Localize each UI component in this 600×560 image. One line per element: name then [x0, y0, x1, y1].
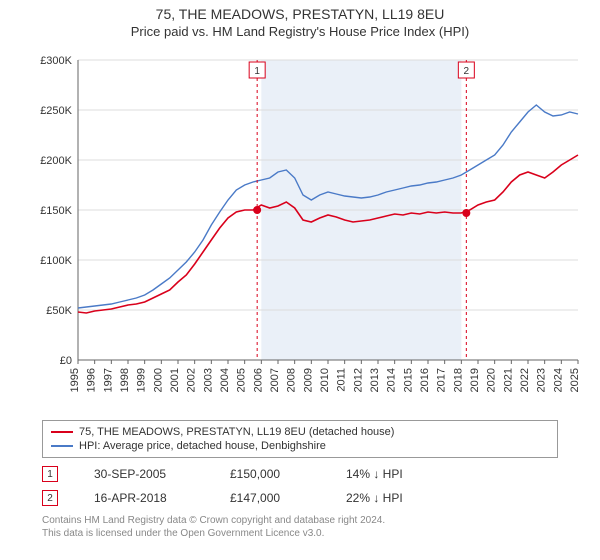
svg-text:2006: 2006	[252, 368, 264, 392]
svg-text:£250K: £250K	[40, 105, 72, 117]
svg-text:2025: 2025	[569, 368, 581, 392]
svg-text:2: 2	[464, 66, 470, 77]
svg-text:1999: 1999	[136, 368, 148, 392]
svg-text:2007: 2007	[269, 368, 281, 392]
svg-text:2005: 2005	[236, 368, 248, 392]
svg-text:1: 1	[254, 66, 260, 77]
svg-text:2018: 2018	[452, 368, 464, 392]
price-chart: £0 £50K £100K £150K £200K £250K £300K 1995 1996 1…	[30, 50, 590, 410]
svg-text:£200K: £200K	[40, 155, 72, 167]
svg-text:2023: 2023	[536, 368, 548, 392]
svg-text:2017: 2017	[436, 368, 448, 392]
svg-text:2015: 2015	[402, 368, 414, 392]
sale-date-1: 30-SEP-2005	[94, 467, 194, 481]
sale-marker-1: 1	[42, 466, 58, 482]
sale-row-2: 2 16-APR-2018 £147,000 22% ↓ HPI	[42, 486, 558, 510]
svg-text:1997: 1997	[102, 368, 114, 392]
sale-pct-2: 22% ↓ HPI	[346, 491, 446, 505]
footnote-2: This data is licensed under the Open Gov…	[42, 527, 558, 540]
svg-text:£300K: £300K	[40, 55, 72, 67]
svg-text:2002: 2002	[186, 368, 198, 392]
page-title: 75, THE MEADOWS, PRESTATYN, LL19 8EU	[0, 6, 600, 22]
legend-row-hpi: HPI: Average price, detached house, Denb…	[51, 439, 549, 453]
footnotes: Contains HM Land Registry data © Crown c…	[42, 514, 558, 540]
svg-text:2016: 2016	[419, 368, 431, 392]
svg-text:£50K: £50K	[46, 305, 72, 317]
svg-text:1996: 1996	[86, 368, 98, 392]
legend-row-property: 75, THE MEADOWS, PRESTATYN, LL19 8EU (de…	[51, 425, 549, 439]
legend-swatch-property	[51, 431, 73, 433]
sale-date-2: 16-APR-2018	[94, 491, 194, 505]
svg-text:2013: 2013	[369, 368, 381, 392]
svg-text:2019: 2019	[469, 368, 481, 392]
svg-text:2010: 2010	[319, 368, 331, 392]
svg-text:2024: 2024	[552, 368, 564, 392]
svg-text:2003: 2003	[202, 368, 214, 392]
sales-table: 1 30-SEP-2005 £150,000 14% ↓ HPI 2 16-AP…	[42, 462, 558, 510]
svg-text:2014: 2014	[386, 368, 398, 392]
svg-text:1995: 1995	[69, 368, 81, 392]
sale-row-1: 1 30-SEP-2005 £150,000 14% ↓ HPI	[42, 462, 558, 486]
svg-text:2011: 2011	[336, 368, 348, 392]
svg-text:£100K: £100K	[40, 255, 72, 267]
svg-text:2021: 2021	[502, 368, 514, 392]
sale-price-2: £147,000	[230, 491, 310, 505]
svg-text:2000: 2000	[152, 368, 164, 392]
svg-text:£0: £0	[60, 355, 72, 367]
svg-text:2004: 2004	[219, 368, 231, 392]
svg-text:2022: 2022	[519, 368, 531, 392]
legend-swatch-hpi	[51, 445, 73, 447]
svg-text:£150K: £150K	[40, 205, 72, 217]
title-block: 75, THE MEADOWS, PRESTATYN, LL19 8EU Pri…	[0, 0, 600, 41]
svg-text:2008: 2008	[286, 368, 298, 392]
legend-label-hpi: HPI: Average price, detached house, Denb…	[79, 440, 326, 452]
footnote-1: Contains HM Land Registry data © Crown c…	[42, 514, 558, 527]
svg-text:1998: 1998	[119, 368, 131, 392]
svg-text:2001: 2001	[169, 368, 181, 392]
sale-price-1: £150,000	[230, 467, 310, 481]
svg-text:2009: 2009	[302, 368, 314, 392]
legend: 75, THE MEADOWS, PRESTATYN, LL19 8EU (de…	[42, 420, 558, 458]
page-subtitle: Price paid vs. HM Land Registry's House …	[0, 24, 600, 39]
svg-text:2020: 2020	[486, 368, 498, 392]
chart-svg: £0 £50K £100K £150K £200K £250K £300K 1995 1996 1…	[30, 50, 590, 410]
sale-marker-2: 2	[42, 490, 58, 506]
svg-text:2012: 2012	[352, 368, 364, 392]
legend-label-property: 75, THE MEADOWS, PRESTATYN, LL19 8EU (de…	[79, 426, 394, 438]
sale-pct-1: 14% ↓ HPI	[346, 467, 446, 481]
